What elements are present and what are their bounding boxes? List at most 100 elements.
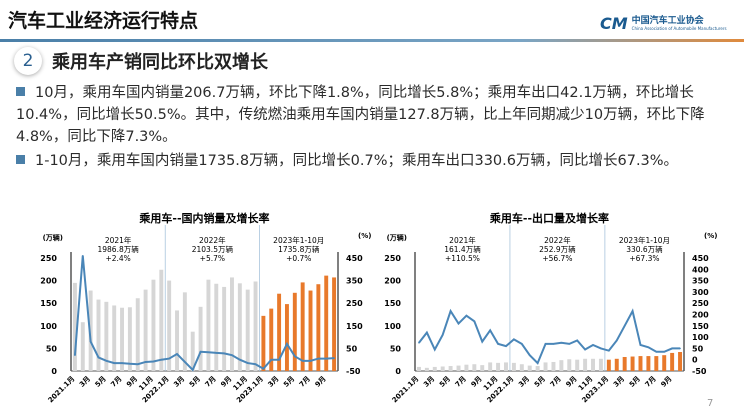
y2-tick-label: 300 [692, 288, 709, 297]
y2-tick-label: -50 [692, 367, 707, 376]
growth-point [286, 343, 288, 345]
bar [543, 362, 548, 371]
y-tick-label: 150 [384, 299, 401, 308]
bar [300, 282, 305, 371]
x-tick-label: 3月 [172, 375, 186, 389]
bar [120, 307, 125, 371]
bar [206, 279, 211, 371]
growth-point [325, 357, 328, 360]
year-annotation: 1986.8万辆 [97, 244, 139, 254]
y-tick-label: 0 [51, 367, 57, 376]
growth-point [497, 343, 499, 345]
y2-tick-label: 250 [346, 299, 363, 308]
growth-point [655, 350, 658, 353]
y-axis-unit: (万辆) [43, 233, 63, 242]
bar [488, 362, 493, 371]
logo-mark: CM [600, 14, 628, 33]
growth-point [623, 325, 626, 327]
growth-point [441, 334, 444, 336]
bar [182, 292, 187, 371]
growth-point [294, 355, 296, 358]
growth-point [81, 254, 84, 257]
growth-point [121, 362, 123, 364]
x-tick-label: 5月 [438, 375, 452, 389]
bullet-1: 10月，乘用车国内销量206.7万辆，环比下降1.8%，同比增长5.8%；乘用车… [16, 82, 736, 148]
bar [261, 315, 266, 371]
bar [472, 364, 477, 371]
growth-point [426, 331, 428, 334]
domestic-sales-chart: 乘用车--国内销量及增长率 (万辆) (%) 0 50 100 150 200 250 -50 50… [40, 211, 371, 405]
export-chart: 乘用车--出口量及增长率 (万辆) (%) 0 50 100 150 200 250 -50 0 50… [384, 211, 717, 404]
y2-tick-label: 0 [692, 356, 698, 365]
growth-point [513, 338, 515, 341]
growth-point [136, 363, 139, 366]
growth-point [278, 358, 280, 361]
growth-point [521, 343, 523, 345]
bar [424, 367, 429, 371]
bar [292, 292, 297, 371]
growth-point [215, 352, 218, 354]
logo: CM 中国汽车工业协会 China Association of Automob… [600, 14, 727, 33]
year-annotation: +67.3% [629, 254, 659, 263]
x-tick-label: 5月 [282, 375, 296, 389]
growth-point [592, 344, 594, 346]
bar [277, 293, 282, 371]
growth-point [74, 354, 76, 356]
year-annotation: 2021年 [105, 235, 132, 245]
bar [638, 356, 643, 371]
x-tick-label: 3月 [422, 375, 436, 389]
bar [583, 358, 588, 371]
growth-point [317, 357, 320, 360]
bar [143, 289, 148, 371]
bar [308, 290, 313, 371]
y2-tick-label: 150 [692, 322, 709, 331]
y-tick-label: 0 [395, 367, 401, 376]
growth-point [600, 347, 602, 350]
growth-line [418, 308, 681, 365]
x-tick-label: 7月 [644, 375, 658, 389]
bar [504, 362, 508, 371]
growth-point [647, 346, 650, 349]
y-tick-label: 100 [40, 322, 57, 331]
x-tick-label: 2021.1月 [47, 375, 77, 405]
bar [480, 365, 485, 371]
growth-point [309, 360, 312, 362]
growth-point [105, 360, 108, 362]
page-number: 7 [707, 398, 714, 409]
growth-line [73, 255, 335, 372]
bullet-text: 10月，乘用车国内销量206.7万辆，环比下降1.8%，同比增长5.8%；乘用车… [16, 85, 705, 145]
growth-point [239, 358, 241, 361]
logo-text: 中国汽车工业协会 [631, 15, 704, 26]
bar [614, 358, 619, 371]
y-tick-label: 50 [46, 344, 58, 353]
growth-point [631, 310, 634, 312]
year-annotation: 2023年1-10月 [619, 235, 670, 245]
growth-point [536, 362, 539, 364]
growth-point [679, 347, 681, 350]
year-annotation: +5.7% [200, 254, 225, 263]
y2-tick-label: 450 [692, 254, 709, 263]
x-tick-label: 3月 [612, 375, 626, 389]
growth-point [473, 320, 476, 323]
page-title: 汽车工业经济运行特点 [8, 10, 199, 32]
bar [606, 359, 611, 371]
growth-point [129, 362, 131, 365]
x-tick-label: 7月 [109, 375, 123, 389]
growth-point [552, 343, 555, 345]
y2-tick-label: 350 [346, 277, 363, 286]
bar [519, 364, 524, 371]
bullet-2: 1-10月，乘用车国内销量1735.8万辆，同比增长0.7%；乘用车出口330.… [16, 150, 736, 172]
year-annotation: 2022年 [199, 235, 226, 245]
growth-point [615, 339, 618, 342]
growth-point [560, 341, 563, 344]
section-number: 2 [14, 47, 42, 75]
growth-point [231, 354, 233, 356]
growth-point [168, 357, 170, 360]
bar [316, 284, 321, 371]
growth-point [223, 352, 225, 355]
y-tick-label: 100 [384, 322, 401, 331]
bar [96, 299, 101, 371]
bar [104, 301, 109, 371]
bar [591, 358, 595, 371]
y2-tick-label: 200 [692, 311, 709, 320]
